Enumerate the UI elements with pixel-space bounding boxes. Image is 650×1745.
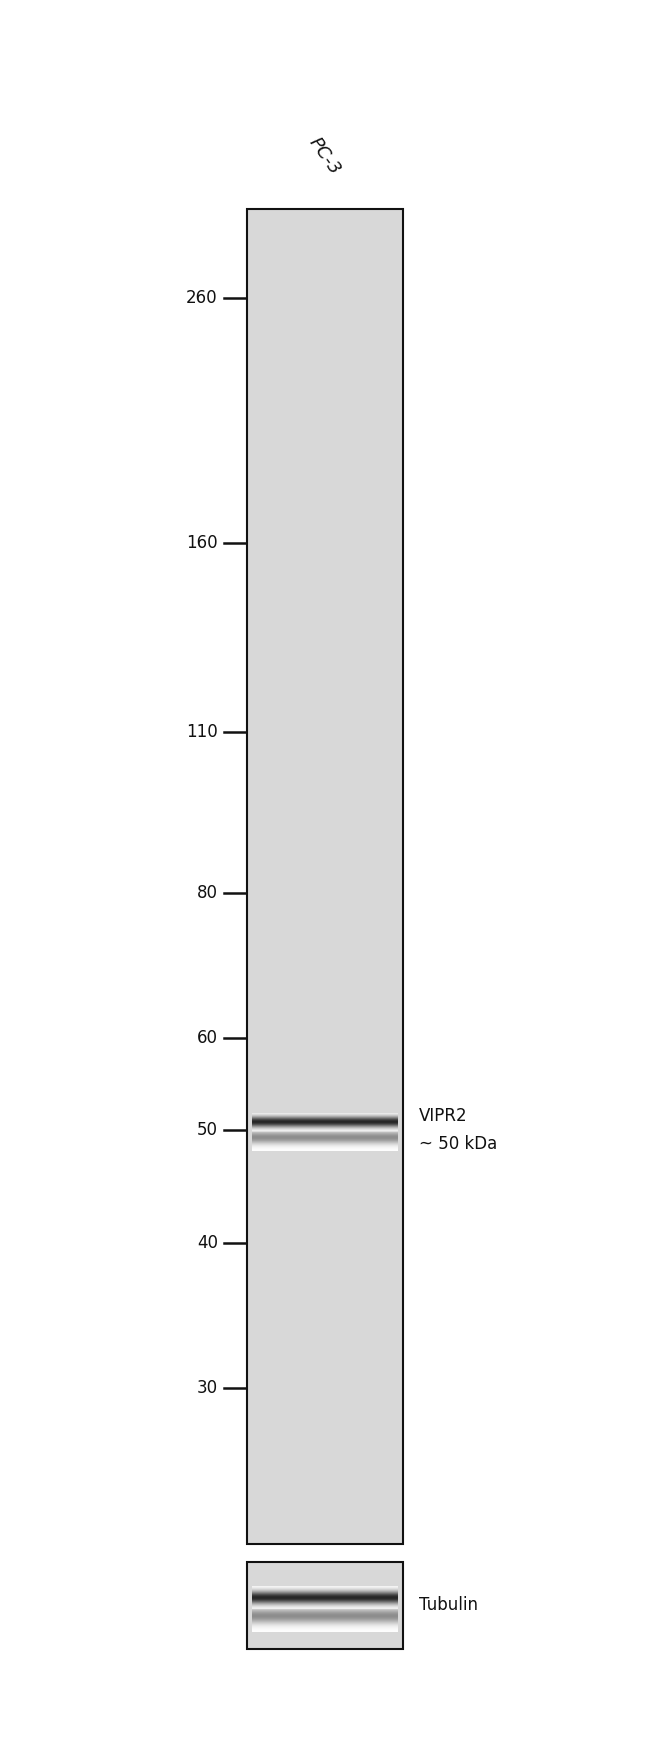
Text: 110: 110 — [186, 722, 218, 742]
Text: 60: 60 — [197, 1030, 218, 1047]
Text: 260: 260 — [186, 290, 218, 307]
Text: 50: 50 — [197, 1120, 218, 1139]
Bar — [247, 1562, 403, 1649]
Text: PC-3: PC-3 — [306, 134, 345, 178]
Text: 160: 160 — [186, 534, 218, 551]
Bar — [247, 209, 403, 1544]
Text: ~ 50 kDa: ~ 50 kDa — [419, 1134, 497, 1153]
Text: VIPR2: VIPR2 — [419, 1106, 468, 1126]
Text: 30: 30 — [196, 1379, 218, 1396]
Text: 40: 40 — [197, 1234, 218, 1251]
Text: Tubulin: Tubulin — [419, 1597, 478, 1614]
Text: 80: 80 — [197, 885, 218, 902]
